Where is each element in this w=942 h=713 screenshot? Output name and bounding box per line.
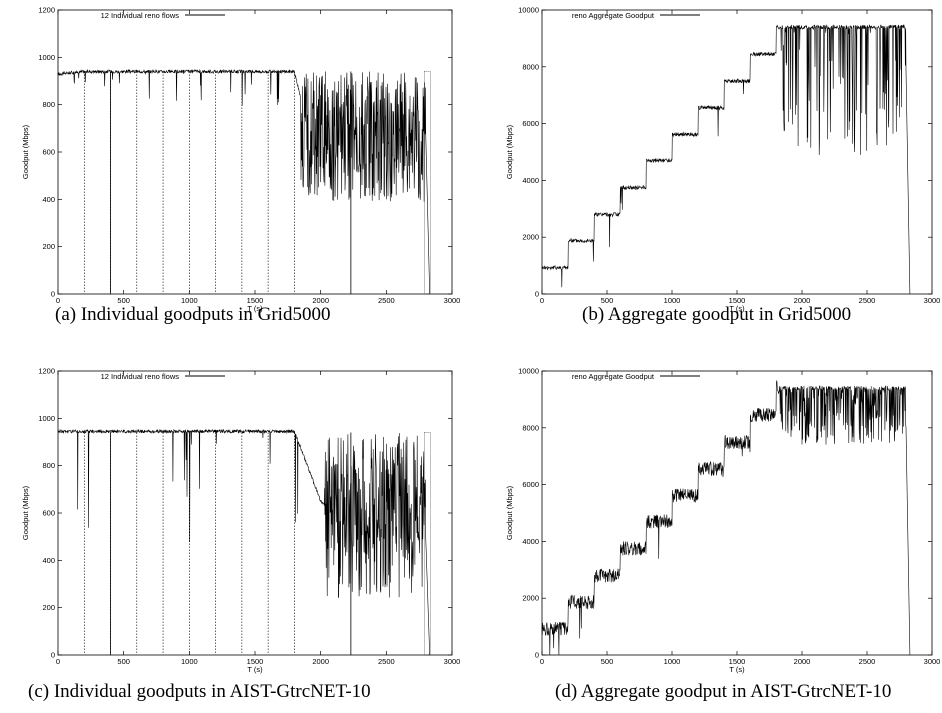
- series-tail: [424, 71, 431, 295]
- x-tick-label: 0: [56, 657, 60, 666]
- plot-frame: [541, 9, 933, 295]
- y-tick-label: 200: [42, 242, 55, 251]
- y-tick-label: 400: [42, 195, 55, 204]
- x-tick-label: 3000: [444, 657, 461, 666]
- y-axis-label: Goodput (Mbps): [505, 124, 514, 179]
- x-tick-label: 1000: [664, 657, 681, 666]
- x-tick-label: 3000: [924, 657, 941, 666]
- x-axis-label: T (s): [247, 665, 263, 674]
- x-tick-label: 500: [117, 657, 130, 666]
- legend-label: reno Aggregate Goodput: [572, 372, 655, 381]
- x-tick-label: 2000: [312, 657, 329, 666]
- y-tick-label: 8000: [522, 423, 539, 432]
- y-axis-label: Goodput (Mbps): [505, 485, 514, 540]
- x-tick-label: 2500: [378, 296, 395, 305]
- series-tail: [424, 432, 431, 656]
- panel-caption: (a) Individual goodputs in Grid5000: [55, 304, 330, 325]
- x-tick-label: 0: [56, 296, 60, 305]
- panel-a: 0 500 1000 1500 2000 2500 3000 0 200 400 600 800 100…: [21, 6, 460, 326]
- y-tick-label: 1000: [38, 53, 55, 62]
- x-tick-label: 2500: [378, 657, 395, 666]
- panel-d: 0 500 1000 1500 2000 2500 3000 0 2000 4000 6000 800…: [505, 367, 940, 703]
- y-tick-label: 200: [42, 603, 55, 612]
- series-line: [57, 428, 430, 656]
- panel-b: 0 500 1000 1500 2000 2500 3000 0 2000 4000 6000 800…: [505, 6, 940, 326]
- x-tick-label: 500: [601, 657, 614, 666]
- x-tick-label: 1500: [729, 296, 746, 305]
- y-tick-label: 400: [42, 556, 55, 565]
- x-tick-label: 1500: [729, 657, 746, 666]
- y-tick-label: 600: [42, 148, 55, 157]
- y-tick-label: 4000: [522, 537, 539, 546]
- x-tick-label: 1500: [247, 296, 264, 305]
- panel-caption: (d) Aggregate goodput in AIST-GtrcNET-10: [555, 681, 891, 702]
- legend-label: 12 Individual reno flows: [101, 11, 180, 20]
- legend-label: 12 Individual reno flows: [101, 372, 180, 381]
- x-tick-label: 2500: [859, 296, 876, 305]
- x-axis-label: T (s): [729, 304, 745, 313]
- y-axis-label: Goodput (Mbps): [21, 485, 30, 540]
- x-tick-label: 2000: [794, 296, 811, 305]
- x-tick-label: 500: [117, 296, 130, 305]
- series-line: [541, 379, 911, 656]
- panel-caption: (b) Aggregate goodput in Grid5000: [582, 304, 851, 325]
- y-tick-label: 10000: [518, 6, 539, 15]
- y-tick-label: 0: [51, 290, 55, 299]
- y-tick-label: 4000: [522, 176, 539, 185]
- y-tick-label: 800: [42, 100, 55, 109]
- x-axis-label: T (s): [247, 304, 263, 313]
- x-tick-label: 2500: [859, 657, 876, 666]
- legend-label: reno Aggregate Goodput: [572, 11, 655, 20]
- panel-caption: (c) Individual goodputs in AIST-GtrcNET-…: [28, 681, 371, 702]
- y-tick-label: 6000: [522, 480, 539, 489]
- x-tick-label: 0: [540, 296, 544, 305]
- x-tick-label: 1500: [247, 657, 264, 666]
- panel-c: 0 500 1000 1500 2000 2500 3000 0 200 400 600 800 100…: [21, 367, 460, 703]
- y-tick-label: 800: [42, 461, 55, 470]
- x-axis-label: T (s): [729, 665, 745, 674]
- x-tick-label: 0: [540, 657, 544, 666]
- y-tick-label: 2000: [522, 233, 539, 242]
- x-tick-label: 2000: [312, 296, 329, 305]
- y-tick-label: 10000: [518, 367, 539, 376]
- series-line: [541, 24, 911, 295]
- x-tick-label: 1000: [181, 296, 198, 305]
- x-tick-label: 1000: [664, 296, 681, 305]
- y-tick-label: 0: [535, 290, 539, 299]
- y-tick-label: 6000: [522, 119, 539, 128]
- x-tick-label: 2000: [794, 657, 811, 666]
- y-tick-label: 1000: [38, 414, 55, 423]
- y-axis-label: Goodput (Mbps): [21, 124, 30, 179]
- y-tick-label: 0: [535, 651, 539, 660]
- x-tick-label: 3000: [444, 296, 461, 305]
- x-tick-label: 500: [601, 296, 614, 305]
- y-tick-label: 8000: [522, 62, 539, 71]
- y-tick-label: 600: [42, 509, 55, 518]
- x-tick-label: 1000: [181, 657, 198, 666]
- x-tick-label: 3000: [924, 296, 941, 305]
- y-tick-label: 2000: [522, 594, 539, 603]
- series-line: [57, 68, 430, 295]
- y-tick-label: 0: [51, 651, 55, 660]
- y-tick-label: 1200: [38, 6, 55, 15]
- y-tick-label: 1200: [38, 367, 55, 376]
